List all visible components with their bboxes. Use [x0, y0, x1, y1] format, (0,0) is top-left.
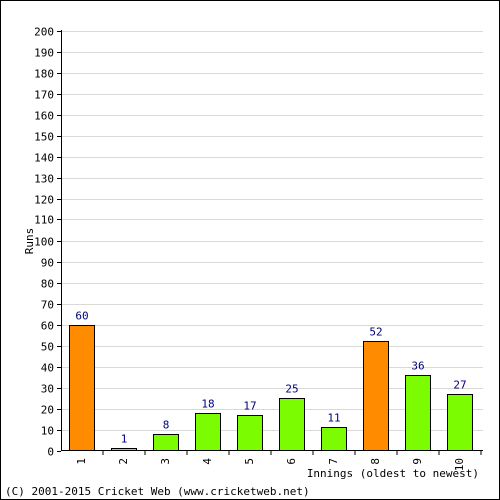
y-tick-label: 30 [41, 383, 54, 396]
x-tick-label: 7 [327, 458, 340, 465]
bar-value-label: 8 [163, 419, 170, 432]
x-tick-label: 3 [159, 458, 172, 465]
y-axis-ticks: 0 10 20 30 40 50 60 70 80 90 100 110 120 130 140 150 160… [34, 26, 61, 459]
bars [69, 325, 473, 451]
y-tick-label: 180 [34, 68, 54, 81]
x-tick-label: 1 [75, 458, 88, 465]
x-tick-label: 6 [285, 458, 298, 465]
y-tick-label: 130 [34, 173, 54, 186]
x-tick-label: 8 [369, 458, 382, 465]
y-tick-label: 140 [34, 152, 54, 165]
x-tick-label: 2 [117, 458, 130, 465]
bar [279, 398, 305, 451]
bar [363, 341, 389, 451]
y-tick-label: 200 [34, 26, 54, 39]
y-tick-label: 90 [41, 257, 54, 270]
bar-value-label: 17 [243, 400, 256, 413]
x-tick-label: 10 [453, 458, 466, 471]
y-tick-label: 50 [41, 341, 54, 354]
y-tick-label: 10 [41, 425, 54, 438]
bar-value-label: 18 [201, 398, 214, 411]
bar [321, 427, 347, 451]
y-tick-label: 170 [34, 89, 54, 102]
bar [69, 325, 95, 451]
bar [195, 413, 221, 451]
bar [237, 415, 263, 451]
y-tick-label: 40 [41, 362, 54, 375]
y-tick-label: 110 [34, 214, 54, 227]
x-tick-label: 9 [411, 458, 424, 465]
bar [153, 434, 179, 451]
y-tick-label: 60 [41, 320, 54, 333]
bar-value-label: 60 [75, 310, 88, 323]
x-axis-ticks: 1 2 3 4 5 6 7 8 9 10 [75, 451, 482, 471]
y-tick-label: 100 [34, 236, 54, 249]
bar-value-label: 25 [285, 383, 298, 396]
y-tick-label: 20 [41, 404, 54, 417]
bar [447, 394, 473, 451]
x-axis-label: Innings (oldest to newest) [307, 467, 479, 480]
y-tick-label: 80 [41, 278, 54, 291]
y-tick-label: 120 [34, 194, 54, 207]
bar [405, 375, 431, 451]
y-axis-label: Runs [23, 228, 36, 255]
bar-value-label: 52 [369, 326, 382, 339]
bar-value-label: 1 [121, 433, 128, 446]
y-tick-label: 160 [34, 110, 54, 123]
bar-value-label: 11 [327, 412, 340, 425]
y-tick-label: 0 [47, 446, 54, 459]
x-tick-label: 5 [243, 458, 256, 465]
bar-value-label: 36 [411, 360, 424, 373]
y-tick-label: 190 [34, 47, 54, 60]
x-tick-label: 4 [201, 458, 214, 465]
copyright-text: (C) 2001-2015 Cricket Web (www.cricketwe… [5, 485, 310, 498]
bar-value-label: 27 [453, 379, 466, 392]
y-tick-label: 70 [41, 299, 54, 312]
y-tick-label: 150 [34, 131, 54, 144]
